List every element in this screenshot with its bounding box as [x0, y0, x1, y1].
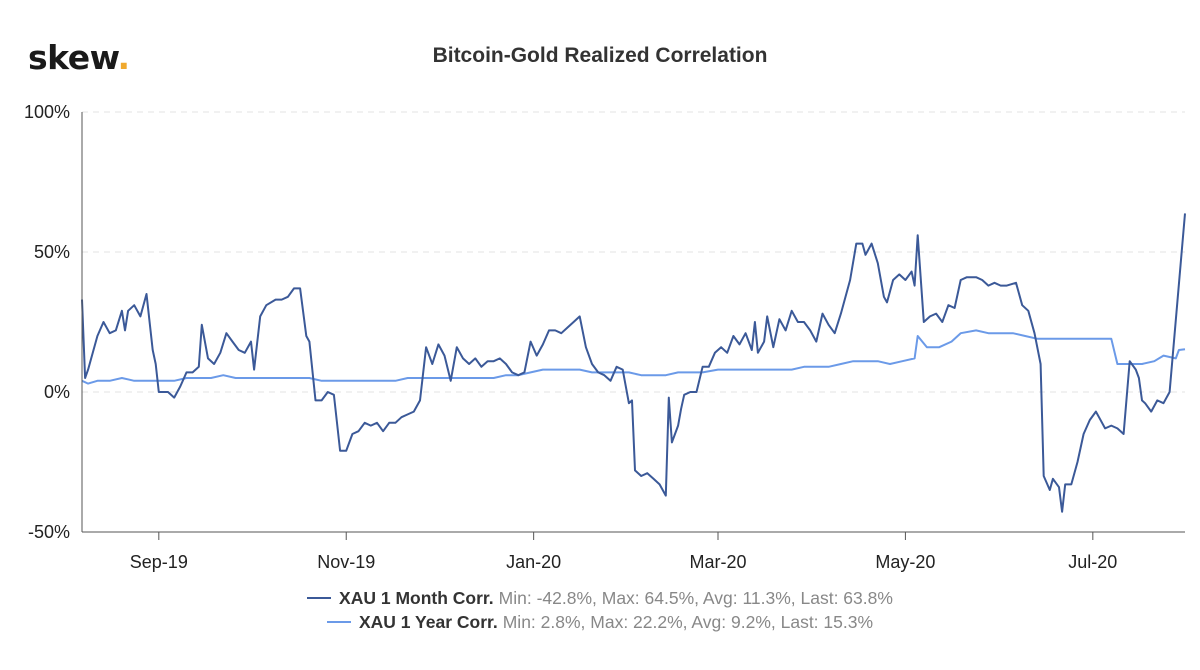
logo-text: skew — [28, 38, 118, 77]
y-axis-ticks: 100% 50% 0% -50% — [24, 102, 70, 542]
x-tick-label: Sep-19 — [130, 552, 188, 572]
series-lines — [81, 213, 1186, 513]
x-tick-label: Mar-20 — [689, 552, 746, 572]
legend-stats-1y: Min: 2.8%, Max: 22.2%, Avg: 9.2%, Last: … — [502, 611, 874, 632]
y-tick-label: 100% — [24, 102, 70, 122]
x-tick-label: May-20 — [875, 552, 935, 572]
legend-name-1y: XAU 1 Year Corr. — [358, 611, 498, 632]
legend-stats-1m: Min: -42.8%, Max: 64.5%, Avg: 11.3%, Las… — [498, 587, 893, 608]
grid-lines — [82, 111, 1185, 393]
x-tick-label: Nov-19 — [317, 552, 375, 572]
legend: XAU 1 Month Corr. Min: -42.8%, Max: 64.5… — [0, 586, 1200, 634]
series-line-1m — [81, 213, 1186, 513]
skew-logo: skew. — [28, 38, 130, 77]
legend-item-1y[interactable]: XAU 1 Year Corr. Min: 2.8%, Max: 22.2%, … — [0, 610, 1200, 634]
x-tick-label: Jan-20 — [506, 552, 561, 572]
x-axis-ticks: Sep-19 Nov-19 Jan-20 Mar-20 May-20 Jul-20 — [130, 532, 1117, 572]
y-tick-label: 50% — [34, 242, 70, 262]
y-tick-label: -50% — [28, 522, 70, 542]
line-chart: 100% 50% 0% -50% Sep-19 Nov-19 Jan-20 Mar-20 Ma… — [24, 102, 1186, 572]
x-tick-label: Jul-20 — [1068, 552, 1117, 572]
y-tick-label: 0% — [44, 382, 70, 402]
chart-title: Bitcoin-Gold Realized Correlation — [432, 44, 768, 67]
legend-swatch-1y — [326, 621, 351, 623]
logo-dot: . — [117, 38, 130, 77]
legend-swatch-1m — [307, 597, 332, 599]
legend-name-1m: XAU 1 Month Corr. — [339, 587, 494, 608]
series-line-1y — [81, 329, 1186, 385]
legend-item-1m[interactable]: XAU 1 Month Corr. Min: -42.8%, Max: 64.5… — [0, 586, 1200, 610]
